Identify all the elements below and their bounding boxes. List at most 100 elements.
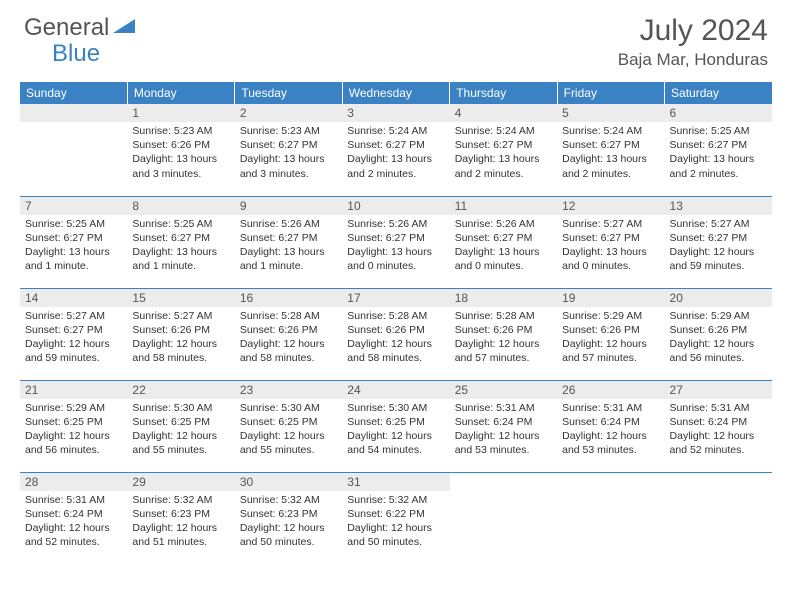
day-info: Sunrise: 5:30 AMSunset: 6:25 PMDaylight:… (235, 399, 342, 462)
day-info: Sunrise: 5:31 AMSunset: 6:24 PMDaylight:… (665, 399, 772, 462)
calendar-day-cell: 25Sunrise: 5:31 AMSunset: 6:24 PMDayligh… (450, 380, 557, 472)
calendar-day-cell: 9Sunrise: 5:26 AMSunset: 6:27 PMDaylight… (235, 196, 342, 288)
calendar-day-cell: 7Sunrise: 5:25 AMSunset: 6:27 PMDaylight… (20, 196, 127, 288)
day-number: 7 (20, 197, 127, 215)
day-number: 16 (235, 289, 342, 307)
weekday-header: Monday (127, 82, 234, 104)
calendar-day-cell: 15Sunrise: 5:27 AMSunset: 6:26 PMDayligh… (127, 288, 234, 380)
day-number: 11 (450, 197, 557, 215)
day-number: 14 (20, 289, 127, 307)
day-info: Sunrise: 5:23 AMSunset: 6:27 PMDaylight:… (235, 122, 342, 185)
day-info: Sunrise: 5:26 AMSunset: 6:27 PMDaylight:… (235, 215, 342, 278)
empty-daynum-bar (20, 104, 127, 122)
day-info: Sunrise: 5:25 AMSunset: 6:27 PMDaylight:… (665, 122, 772, 185)
day-number: 4 (450, 104, 557, 122)
weekday-header: Thursday (450, 82, 557, 104)
calendar-day-cell: 1Sunrise: 5:23 AMSunset: 6:26 PMDaylight… (127, 104, 234, 196)
day-number: 28 (20, 473, 127, 491)
day-number: 21 (20, 381, 127, 399)
day-info: Sunrise: 5:24 AMSunset: 6:27 PMDaylight:… (450, 122, 557, 185)
day-number: 12 (557, 197, 664, 215)
weekday-header: Friday (557, 82, 664, 104)
calendar-day-cell: 3Sunrise: 5:24 AMSunset: 6:27 PMDaylight… (342, 104, 449, 196)
calendar-day-cell: 21Sunrise: 5:29 AMSunset: 6:25 PMDayligh… (20, 380, 127, 472)
calendar-day-cell: 23Sunrise: 5:30 AMSunset: 6:25 PMDayligh… (235, 380, 342, 472)
day-number: 10 (342, 197, 449, 215)
day-info: Sunrise: 5:24 AMSunset: 6:27 PMDaylight:… (342, 122, 449, 185)
calendar-day-cell: 16Sunrise: 5:28 AMSunset: 6:26 PMDayligh… (235, 288, 342, 380)
day-number: 3 (342, 104, 449, 122)
day-number: 22 (127, 381, 234, 399)
calendar-day-cell: 24Sunrise: 5:30 AMSunset: 6:25 PMDayligh… (342, 380, 449, 472)
day-info: Sunrise: 5:24 AMSunset: 6:27 PMDaylight:… (557, 122, 664, 185)
calendar-empty-cell (665, 472, 772, 564)
day-info: Sunrise: 5:30 AMSunset: 6:25 PMDaylight:… (342, 399, 449, 462)
title-block: July 2024 Baja Mar, Honduras (618, 14, 768, 70)
calendar-day-cell: 10Sunrise: 5:26 AMSunset: 6:27 PMDayligh… (342, 196, 449, 288)
calendar-day-cell: 13Sunrise: 5:27 AMSunset: 6:27 PMDayligh… (665, 196, 772, 288)
day-info: Sunrise: 5:29 AMSunset: 6:26 PMDaylight:… (665, 307, 772, 370)
calendar-week-row: 7Sunrise: 5:25 AMSunset: 6:27 PMDaylight… (20, 196, 772, 288)
day-number: 9 (235, 197, 342, 215)
day-info: Sunrise: 5:30 AMSunset: 6:25 PMDaylight:… (127, 399, 234, 462)
day-info: Sunrise: 5:29 AMSunset: 6:26 PMDaylight:… (557, 307, 664, 370)
day-info: Sunrise: 5:29 AMSunset: 6:25 PMDaylight:… (20, 399, 127, 462)
day-info: Sunrise: 5:32 AMSunset: 6:23 PMDaylight:… (127, 491, 234, 554)
calendar-day-cell: 30Sunrise: 5:32 AMSunset: 6:23 PMDayligh… (235, 472, 342, 564)
day-info: Sunrise: 5:27 AMSunset: 6:26 PMDaylight:… (127, 307, 234, 370)
day-info: Sunrise: 5:25 AMSunset: 6:27 PMDaylight:… (127, 215, 234, 278)
day-number: 20 (665, 289, 772, 307)
calendar-header-row: SundayMondayTuesdayWednesdayThursdayFrid… (20, 82, 772, 104)
weekday-header: Wednesday (342, 82, 449, 104)
day-number: 23 (235, 381, 342, 399)
location: Baja Mar, Honduras (618, 50, 768, 70)
day-number: 25 (450, 381, 557, 399)
calendar-day-cell: 26Sunrise: 5:31 AMSunset: 6:24 PMDayligh… (557, 380, 664, 472)
day-number: 15 (127, 289, 234, 307)
day-number: 1 (127, 104, 234, 122)
day-number: 17 (342, 289, 449, 307)
weekday-header: Tuesday (235, 82, 342, 104)
day-number: 29 (127, 473, 234, 491)
day-info: Sunrise: 5:32 AMSunset: 6:22 PMDaylight:… (342, 491, 449, 554)
day-number: 30 (235, 473, 342, 491)
day-number: 6 (665, 104, 772, 122)
day-number: 2 (235, 104, 342, 122)
calendar-day-cell: 11Sunrise: 5:26 AMSunset: 6:27 PMDayligh… (450, 196, 557, 288)
calendar-day-cell: 5Sunrise: 5:24 AMSunset: 6:27 PMDaylight… (557, 104, 664, 196)
day-number: 13 (665, 197, 772, 215)
day-info: Sunrise: 5:23 AMSunset: 6:26 PMDaylight:… (127, 122, 234, 185)
calendar-empty-cell (450, 472, 557, 564)
calendar-day-cell: 20Sunrise: 5:29 AMSunset: 6:26 PMDayligh… (665, 288, 772, 380)
calendar-day-cell: 4Sunrise: 5:24 AMSunset: 6:27 PMDaylight… (450, 104, 557, 196)
day-info: Sunrise: 5:25 AMSunset: 6:27 PMDaylight:… (20, 215, 127, 278)
logo-text-general: General (24, 14, 109, 42)
day-info: Sunrise: 5:28 AMSunset: 6:26 PMDaylight:… (235, 307, 342, 370)
day-info: Sunrise: 5:26 AMSunset: 6:27 PMDaylight:… (450, 215, 557, 278)
day-number: 18 (450, 289, 557, 307)
logo-text-blue: Blue (52, 40, 100, 67)
month-title: July 2024 (618, 14, 768, 48)
calendar-day-cell: 31Sunrise: 5:32 AMSunset: 6:22 PMDayligh… (342, 472, 449, 564)
calendar-day-cell: 22Sunrise: 5:30 AMSunset: 6:25 PMDayligh… (127, 380, 234, 472)
day-number: 27 (665, 381, 772, 399)
day-info: Sunrise: 5:27 AMSunset: 6:27 PMDaylight:… (557, 215, 664, 278)
day-info: Sunrise: 5:31 AMSunset: 6:24 PMDaylight:… (557, 399, 664, 462)
day-info: Sunrise: 5:32 AMSunset: 6:23 PMDaylight:… (235, 491, 342, 554)
weekday-header: Saturday (665, 82, 772, 104)
calendar-week-row: 28Sunrise: 5:31 AMSunset: 6:24 PMDayligh… (20, 472, 772, 564)
header: General Blue July 2024 Baja Mar, Hondura… (0, 0, 792, 76)
calendar-week-row: 21Sunrise: 5:29 AMSunset: 6:25 PMDayligh… (20, 380, 772, 472)
calendar-week-row: 1Sunrise: 5:23 AMSunset: 6:26 PMDaylight… (20, 104, 772, 196)
logo-triangle-icon (113, 17, 139, 40)
day-number: 8 (127, 197, 234, 215)
calendar-empty-cell (557, 472, 664, 564)
day-info: Sunrise: 5:26 AMSunset: 6:27 PMDaylight:… (342, 215, 449, 278)
calendar-day-cell: 12Sunrise: 5:27 AMSunset: 6:27 PMDayligh… (557, 196, 664, 288)
calendar-table: SundayMondayTuesdayWednesdayThursdayFrid… (20, 82, 772, 564)
day-info: Sunrise: 5:27 AMSunset: 6:27 PMDaylight:… (20, 307, 127, 370)
calendar-day-cell: 2Sunrise: 5:23 AMSunset: 6:27 PMDaylight… (235, 104, 342, 196)
calendar-day-cell: 6Sunrise: 5:25 AMSunset: 6:27 PMDaylight… (665, 104, 772, 196)
calendar-day-cell: 18Sunrise: 5:28 AMSunset: 6:26 PMDayligh… (450, 288, 557, 380)
day-info: Sunrise: 5:31 AMSunset: 6:24 PMDaylight:… (450, 399, 557, 462)
